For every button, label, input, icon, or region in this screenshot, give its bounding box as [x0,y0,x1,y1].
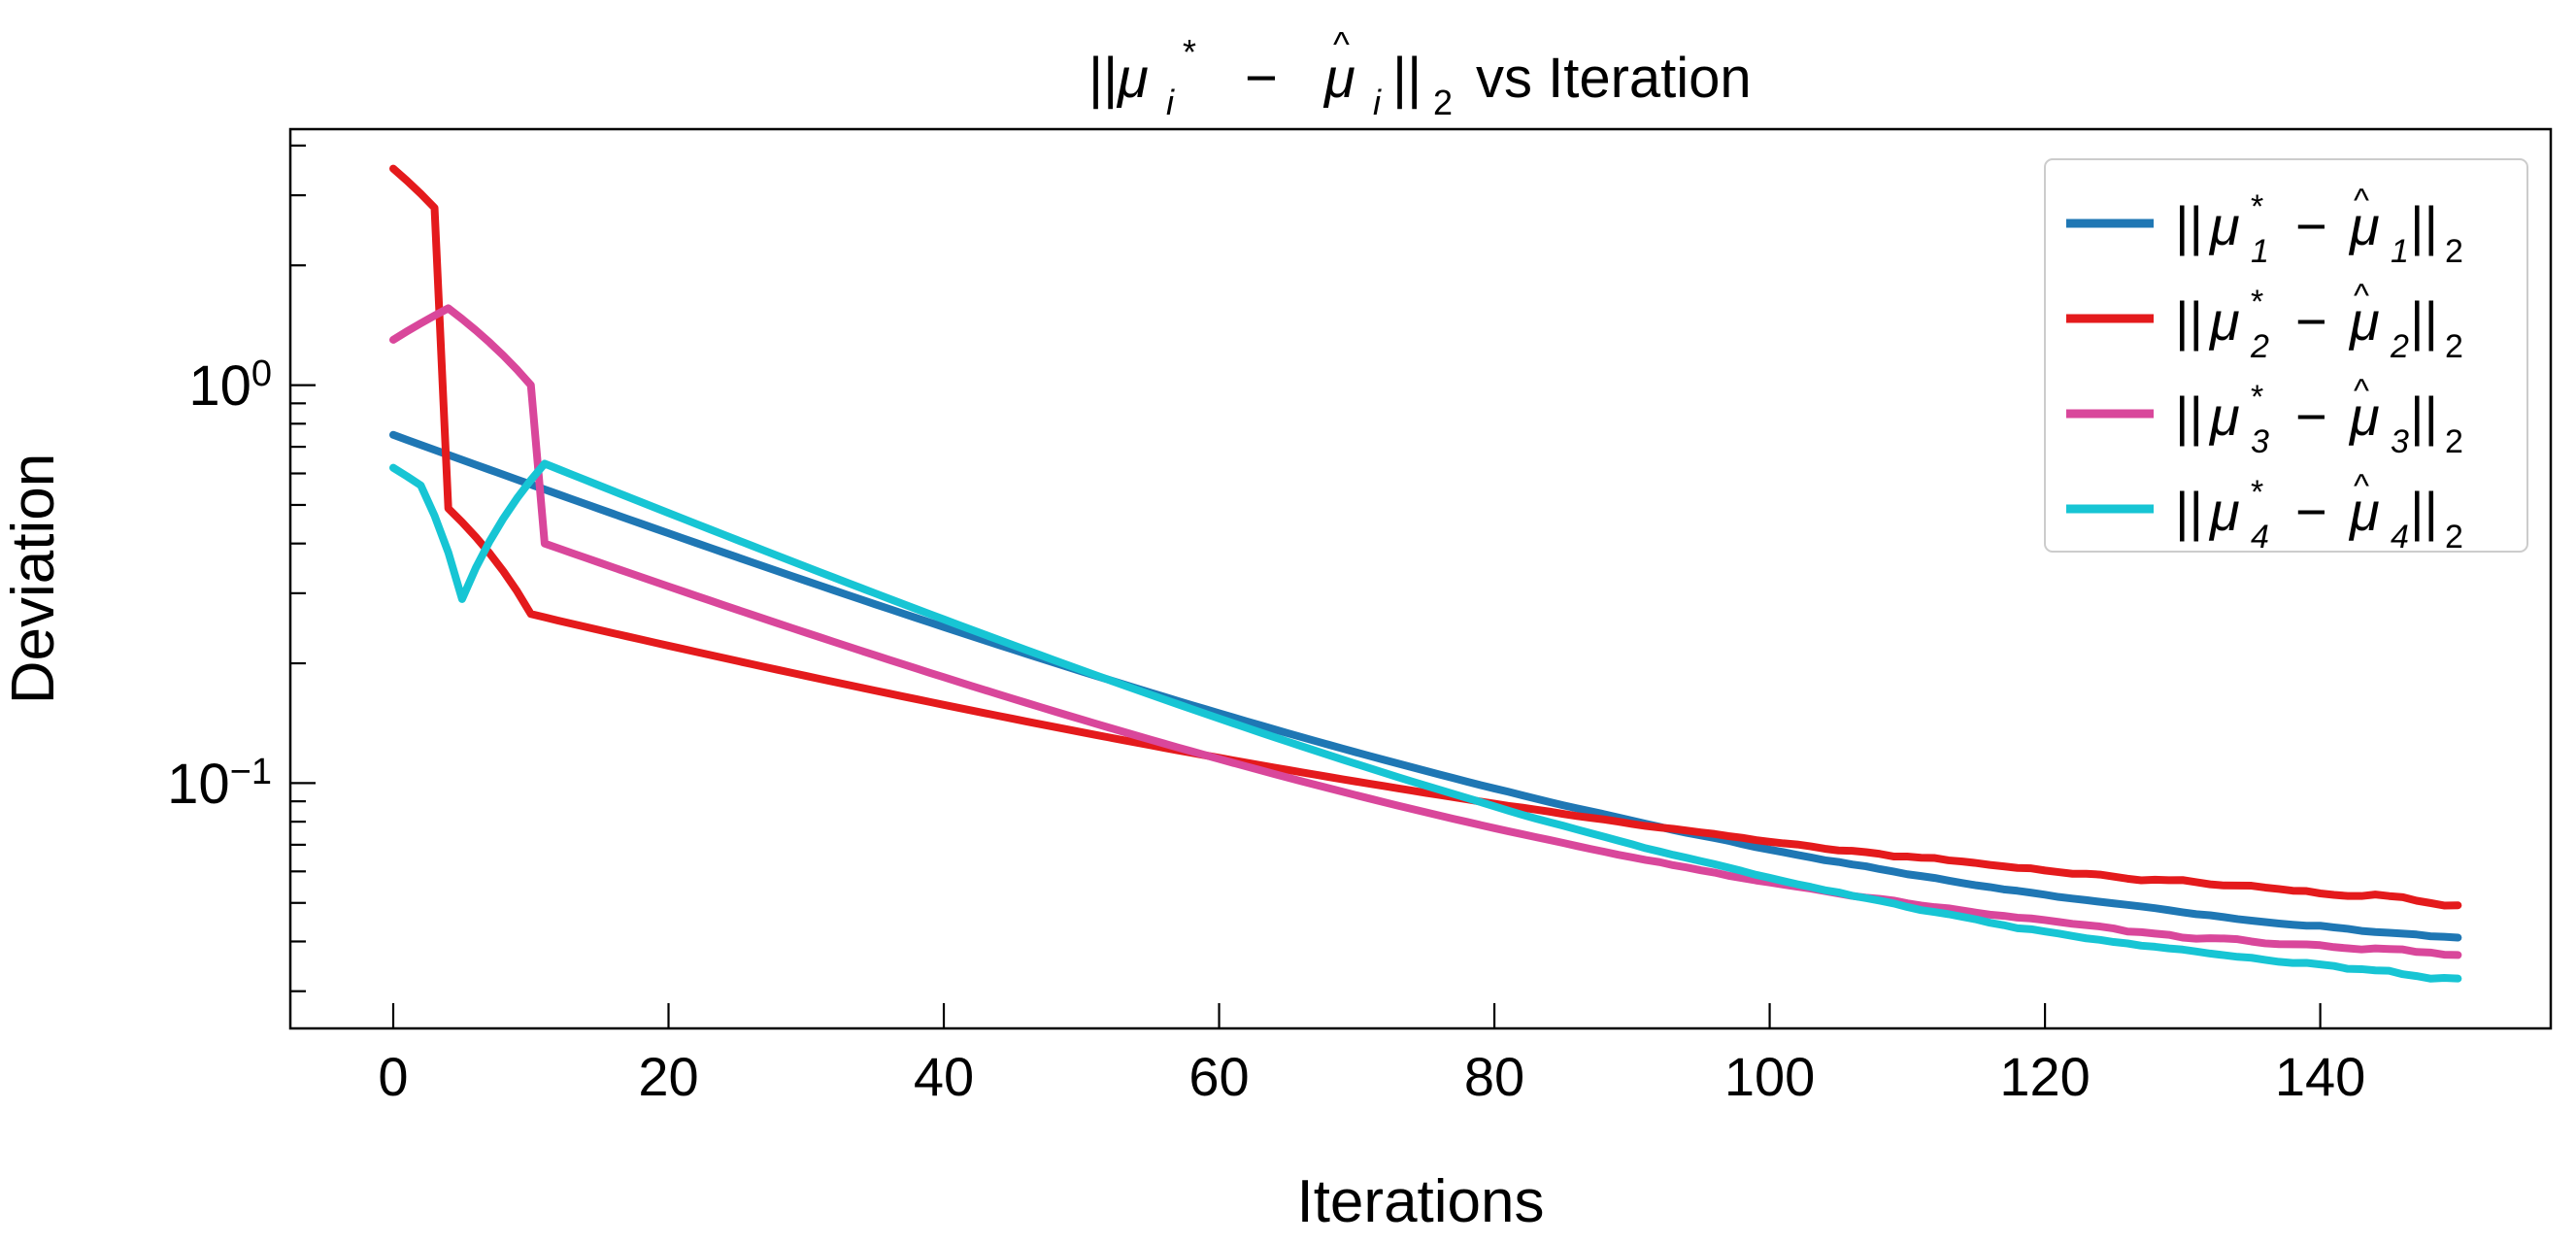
svg-text:80: 80 [1464,1046,1524,1107]
svg-text:−: − [2295,386,2327,447]
svg-text:||: || [1392,47,1422,110]
svg-text:||: || [2410,195,2438,256]
svg-text:2: 2 [2445,519,2463,555]
svg-text:4: 4 [2251,519,2269,555]
svg-text:1: 1 [2391,233,2409,270]
svg-text:||: || [2410,290,2438,352]
svg-text:μ: μ [2208,290,2240,352]
svg-text:20: 20 [638,1046,698,1107]
svg-text:2: 2 [2445,423,2463,460]
svg-text:^: ^ [2354,468,2369,505]
svg-text:3: 3 [2251,423,2269,460]
svg-text:4: 4 [2391,519,2409,555]
svg-text:60: 60 [1188,1046,1249,1107]
svg-text:*: * [2251,188,2263,225]
svg-text:*: * [2251,379,2263,416]
svg-text:2: 2 [2445,328,2463,365]
svg-text:μ: μ [2208,481,2240,542]
svg-text:||: || [2175,386,2203,447]
svg-text:−: − [1245,47,1278,110]
svg-text:^: ^ [1333,24,1350,64]
svg-text:||: || [2175,481,2203,542]
svg-text:*: * [2251,474,2263,511]
svg-text:^: ^ [2354,183,2369,219]
svg-text:||: || [2175,195,2203,256]
svg-text:−: − [2295,195,2327,256]
svg-text:2: 2 [2390,328,2409,365]
svg-text:μ: μ [1116,47,1149,110]
svg-text:||: || [1088,47,1118,110]
svg-text:||: || [2175,290,2203,352]
svg-text:vs Iteration: vs Iteration [1476,47,1752,110]
svg-text:^: ^ [2354,373,2369,410]
svg-text:100: 100 [1724,1046,1815,1107]
svg-text:3: 3 [2391,423,2409,460]
svg-text:i: i [1373,83,1382,122]
svg-text:2: 2 [1433,83,1453,122]
svg-text:||: || [2410,386,2438,447]
svg-text:Iterations: Iterations [1296,1168,1544,1235]
svg-text:1: 1 [2251,233,2269,270]
svg-text:i: i [1166,83,1175,122]
svg-text:0: 0 [378,1046,408,1107]
svg-text:^: ^ [2354,278,2369,315]
svg-text:μ: μ [2208,386,2240,447]
svg-text:μ: μ [2208,195,2240,256]
svg-text:140: 140 [2275,1046,2365,1107]
svg-text:−: − [2295,290,2327,352]
svg-text:120: 120 [1999,1046,2090,1107]
svg-text:*: * [1183,32,1196,72]
svg-text:−: − [2295,481,2327,542]
svg-text:40: 40 [914,1046,974,1107]
svg-text:*: * [2251,284,2263,320]
svg-text:||: || [2410,481,2438,542]
svg-text:2: 2 [2445,233,2463,270]
svg-text:Deviation: Deviation [0,454,67,704]
svg-text:2: 2 [2250,328,2269,365]
